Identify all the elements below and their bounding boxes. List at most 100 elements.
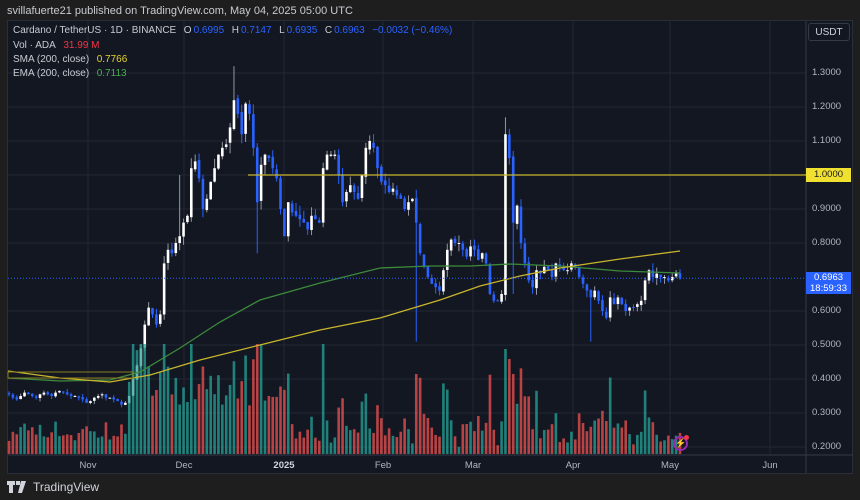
volume-legend[interactable]: Vol · ADA 31.99 M bbox=[13, 40, 102, 51]
candle-body bbox=[85, 399, 88, 403]
candle-body bbox=[236, 98, 240, 114]
volume-bar bbox=[608, 377, 612, 454]
candle-body bbox=[252, 114, 255, 148]
volume-bar bbox=[314, 437, 317, 454]
candle-body bbox=[500, 294, 503, 302]
volume-bar bbox=[445, 389, 449, 454]
sma-legend[interactable]: SMA (200, close) 0.7766 bbox=[13, 54, 129, 65]
price-tick: 1.3000 bbox=[812, 67, 842, 78]
volume-bar bbox=[294, 438, 298, 454]
candle-body bbox=[585, 284, 589, 291]
candle-body bbox=[434, 283, 437, 288]
candle-body bbox=[639, 300, 643, 306]
volume-bar bbox=[298, 431, 302, 454]
volume-bar bbox=[93, 431, 96, 454]
candle-body bbox=[461, 243, 465, 250]
candle-body bbox=[504, 134, 507, 295]
candle-body bbox=[349, 185, 352, 193]
candle-body bbox=[73, 396, 77, 397]
candle-body bbox=[104, 394, 108, 398]
candle-body bbox=[120, 401, 123, 405]
volume-bar bbox=[7, 440, 11, 454]
volume-bar bbox=[209, 375, 212, 454]
time-tick: Feb bbox=[374, 460, 392, 471]
volume-bar bbox=[624, 420, 627, 454]
ema-legend[interactable]: EMA (200, close) 0.7113 bbox=[13, 68, 129, 79]
candle-body bbox=[279, 178, 282, 209]
volume-bar bbox=[632, 444, 635, 454]
volume-bar bbox=[484, 422, 488, 454]
volume-bar bbox=[96, 437, 100, 454]
volume-bar bbox=[166, 366, 170, 454]
candle-body bbox=[170, 249, 174, 254]
volume-bar bbox=[131, 344, 135, 454]
volume-bar bbox=[221, 404, 224, 454]
candle-body bbox=[329, 154, 333, 156]
candle-body bbox=[147, 307, 150, 326]
volume-bar bbox=[50, 432, 53, 454]
volume-bar bbox=[127, 381, 131, 454]
price-tick: 0.9000 bbox=[812, 203, 842, 214]
volume-bar bbox=[349, 430, 352, 454]
candle-body bbox=[473, 245, 476, 250]
candle-body bbox=[286, 202, 290, 237]
candle-body bbox=[193, 161, 197, 170]
volume-bar bbox=[395, 437, 399, 454]
candle-body bbox=[290, 203, 294, 213]
candle-body bbox=[422, 254, 426, 267]
volume-bar bbox=[407, 429, 410, 454]
candle-body bbox=[391, 188, 395, 192]
volume-label: Vol · ADA bbox=[13, 40, 56, 51]
last-price-label: 0.6963 18:59:33 bbox=[806, 272, 851, 294]
volume-bar bbox=[186, 401, 189, 454]
candle-body bbox=[442, 270, 445, 292]
close-value: 0.6963 bbox=[334, 25, 365, 36]
price-tick: 1.2000 bbox=[812, 101, 842, 112]
volume-bar bbox=[252, 359, 255, 454]
volume-bar bbox=[290, 424, 294, 454]
volume-bar bbox=[104, 422, 108, 454]
volume-bar bbox=[581, 422, 585, 454]
volume-bar bbox=[240, 381, 244, 454]
volume-bar bbox=[69, 435, 73, 454]
volume-bar bbox=[124, 433, 127, 454]
candle-body bbox=[542, 266, 546, 274]
candle-body bbox=[93, 397, 96, 401]
time-tick: Nov bbox=[79, 460, 97, 471]
volume-bar bbox=[275, 396, 278, 454]
volume-bar bbox=[527, 396, 531, 454]
volume-bar bbox=[418, 377, 422, 454]
price-tick: 0.3000 bbox=[812, 407, 842, 418]
volume-bar bbox=[535, 390, 538, 454]
volume-bar bbox=[655, 434, 659, 454]
volume-bar bbox=[434, 434, 437, 454]
candle-body bbox=[27, 392, 30, 395]
volume-bar bbox=[81, 429, 84, 454]
volume-bar bbox=[255, 344, 259, 454]
symbol-title[interactable]: Cardano / TetherUS · 1D · BINANCE bbox=[13, 25, 177, 36]
candle-body bbox=[395, 189, 399, 196]
volume-bar bbox=[546, 429, 550, 454]
candle-body bbox=[143, 324, 147, 348]
candle-body bbox=[197, 159, 201, 179]
volume-bar bbox=[601, 410, 604, 454]
candle-body bbox=[42, 392, 46, 395]
candle-body bbox=[321, 168, 325, 223]
volume-bar bbox=[317, 440, 321, 454]
volume-bar bbox=[34, 434, 38, 454]
close-label: C bbox=[324, 25, 333, 36]
flash-icon[interactable]: ⚡ bbox=[673, 436, 688, 451]
price-tick: 0.6000 bbox=[812, 305, 842, 316]
volume-bar bbox=[178, 404, 181, 454]
price-tick: 0.8000 bbox=[812, 237, 842, 248]
volume-bar bbox=[496, 445, 500, 454]
currency-button[interactable]: USDT bbox=[808, 23, 850, 41]
volume-bar bbox=[306, 429, 309, 454]
tradingview-brand[interactable]: TradingView bbox=[7, 480, 99, 494]
volume-bar bbox=[23, 423, 26, 454]
volume-bar bbox=[135, 350, 139, 454]
volume-bar bbox=[89, 431, 92, 454]
low-value: 0.6935 bbox=[286, 25, 318, 36]
high-label: H bbox=[231, 25, 239, 36]
